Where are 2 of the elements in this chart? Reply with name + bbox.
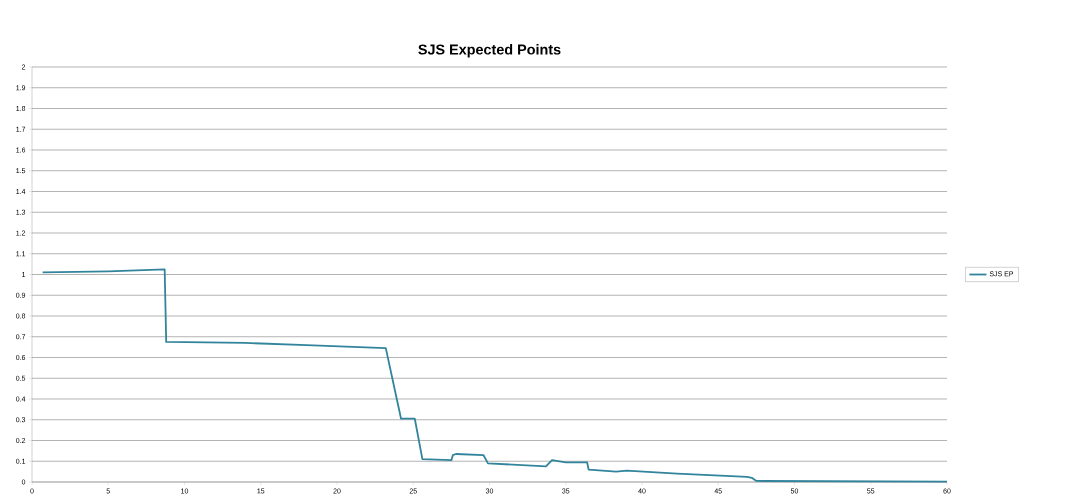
chart-title: SJS Expected Points [418,44,561,58]
line-series [41,268,948,483]
